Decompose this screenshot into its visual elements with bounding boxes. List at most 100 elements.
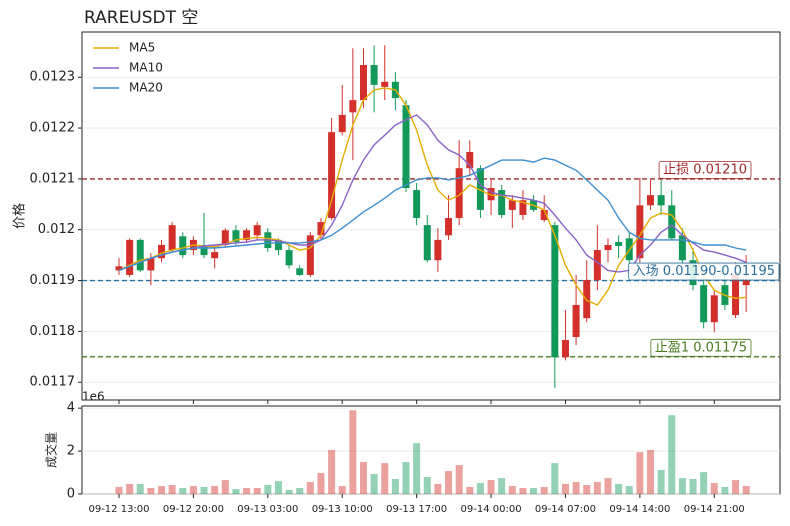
- candle-body: [285, 250, 293, 266]
- candle-body: [115, 266, 123, 271]
- x-tick-label: 09-12 13:00: [88, 504, 149, 515]
- volume-bar: [221, 480, 229, 494]
- candle-body: [338, 114, 346, 133]
- volume-bar: [136, 483, 144, 494]
- volume-bar: [508, 486, 516, 494]
- volume-bar: [732, 480, 740, 494]
- candle-body: [466, 151, 474, 169]
- volume-bar: [615, 483, 623, 494]
- candle-body: [732, 274, 740, 316]
- candle-body: [423, 225, 431, 261]
- candle-body: [583, 280, 591, 319]
- volume-bar: [455, 465, 463, 494]
- candle-body: [370, 65, 378, 85]
- candle-body: [604, 244, 612, 251]
- level-label: 止损 0.01210: [663, 162, 747, 177]
- volume-bar: [158, 486, 166, 494]
- volume-bar: [657, 469, 665, 494]
- candle-body: [572, 304, 580, 337]
- y-tick-label: 0.0122: [30, 121, 76, 136]
- volume-bar: [189, 486, 197, 494]
- y-axis-label: 价格: [12, 203, 28, 229]
- volume-bar: [742, 486, 750, 494]
- volume-bar: [296, 487, 304, 494]
- legend-label: MA10: [129, 61, 163, 75]
- volume-bar: [381, 463, 389, 494]
- volume-bar: [328, 450, 336, 494]
- volume-bar: [476, 483, 484, 494]
- volume-bar: [561, 483, 569, 494]
- candle-body: [243, 230, 251, 240]
- candle-body: [402, 105, 410, 189]
- x-tick-label: 09-14 00:00: [461, 504, 522, 515]
- volume-bar: [721, 486, 729, 494]
- candle-body: [498, 190, 506, 215]
- y-tick-label: 0: [67, 487, 75, 502]
- volume-bar: [349, 410, 357, 494]
- volume-bar: [264, 484, 272, 494]
- candle-body: [551, 225, 559, 358]
- y-tick-label: 2: [67, 444, 75, 459]
- volume-bar: [168, 484, 176, 494]
- y-tick-label: 4: [67, 401, 75, 416]
- volume-bar: [402, 462, 410, 494]
- volume-bar: [700, 472, 708, 494]
- candle-body: [668, 205, 676, 239]
- candle-body: [742, 280, 750, 286]
- y-tick-label: 0.0117: [30, 375, 76, 390]
- x-tick-label: 09-12 20:00: [163, 504, 224, 515]
- candle-body: [274, 239, 282, 251]
- volume-offset-label: 1e6: [82, 390, 105, 404]
- level-label-box: [628, 262, 780, 281]
- volume-bar: [232, 489, 240, 494]
- x-tick-label: 09-14 21:00: [684, 504, 745, 515]
- candle-body: [221, 230, 229, 245]
- candle-body: [434, 239, 442, 261]
- x-tick-label: 09-13 03:00: [237, 504, 298, 515]
- y-tick-label: 0.0123: [30, 70, 76, 85]
- volume-bar: [317, 472, 325, 494]
- volume-bar: [359, 462, 367, 494]
- volume-bar: [519, 487, 527, 494]
- candle-body: [445, 218, 453, 236]
- x-tick-label: 09-13 10:00: [312, 504, 373, 515]
- ma-line: [118, 114, 747, 273]
- volume-bar: [423, 477, 431, 494]
- candle-body: [540, 209, 548, 221]
- candle-body: [158, 244, 166, 259]
- level-label: 入场 0.01190-0.01195: [633, 264, 775, 279]
- volume-bar: [540, 486, 548, 494]
- volume-bar: [253, 487, 261, 494]
- candle-body: [700, 285, 708, 323]
- level-label: 止盈1 0.01175: [655, 340, 747, 355]
- volume-bar: [285, 489, 293, 494]
- volume-bar: [668, 415, 676, 494]
- volume-bar: [678, 478, 686, 494]
- candle-body: [413, 190, 421, 219]
- volume-bar: [636, 452, 644, 494]
- volume-bar: [647, 450, 654, 494]
- volume-bar: [115, 486, 123, 494]
- candle-body: [147, 258, 155, 271]
- volume-bar: [583, 484, 591, 494]
- volume-bar: [445, 471, 453, 494]
- volume-bar: [211, 486, 219, 494]
- candle-body: [519, 200, 527, 215]
- candle-body: [455, 168, 463, 219]
- candle-body: [710, 295, 718, 323]
- volume-bar: [551, 463, 559, 494]
- volume-bar: [413, 443, 421, 494]
- y-tick-label: 0.0121: [30, 171, 76, 186]
- y-tick-label: 0.0118: [30, 324, 76, 339]
- candle-body: [593, 250, 601, 281]
- candle-body: [381, 81, 389, 87]
- candle-body: [636, 205, 644, 259]
- volume-bar: [126, 483, 134, 494]
- candle-body: [179, 236, 187, 256]
- price-frame: [81, 31, 781, 401]
- volume-bar: [179, 487, 187, 494]
- volume-bar: [466, 486, 474, 494]
- volume-bar: [434, 483, 442, 494]
- volume-bar: [338, 486, 346, 494]
- candle-body: [476, 168, 484, 210]
